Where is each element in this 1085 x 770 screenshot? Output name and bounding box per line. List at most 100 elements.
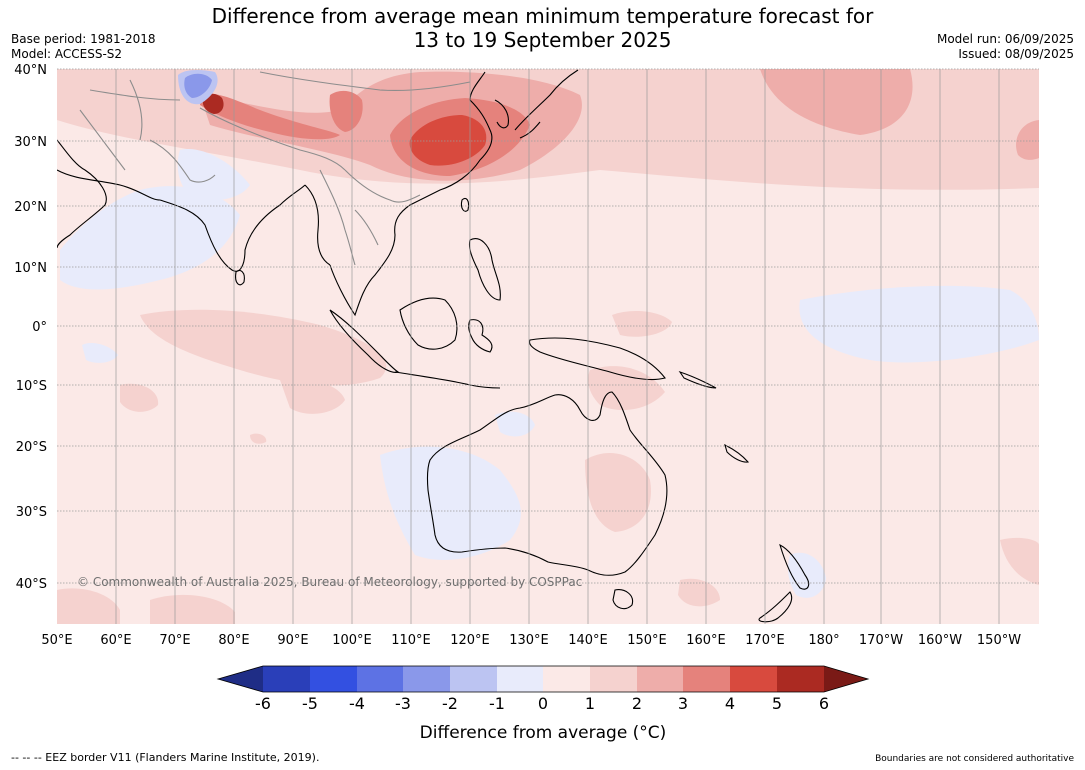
coast-indochina xyxy=(329,71,493,317)
coast-japan xyxy=(514,69,579,139)
lon-label-120e: 120°E xyxy=(450,633,490,648)
colorbar-tick: 3 xyxy=(678,694,688,713)
coast-borneo xyxy=(399,297,458,350)
colorbar-extend-high xyxy=(824,666,868,692)
anomaly-region-east-indian-warm xyxy=(280,378,345,414)
colorbar-ticks: -6 -5 -4 -3 -2 -1 0 1 2 3 4 5 6 xyxy=(255,694,829,713)
colorbar-bin-5-6 xyxy=(777,666,824,692)
copyright-text: © Commonwealth of Australia 2025, Bureau… xyxy=(77,575,582,589)
coast-nz-north xyxy=(779,543,810,590)
lon-label-150e: 150°E xyxy=(627,633,667,648)
lon-label-50e: 50°E xyxy=(41,633,72,648)
colorbar-label: Difference from average (°C) xyxy=(420,723,667,743)
colorbar-bin-neg3-neg2 xyxy=(403,666,450,692)
coast-india xyxy=(159,184,306,272)
anomaly-region-pacific-warm-east xyxy=(1016,120,1039,160)
coast-persian xyxy=(57,169,161,201)
colorbar-bin-4-5 xyxy=(730,666,777,692)
lon-label-130e: 130°E xyxy=(509,633,549,648)
lon-labels: 50°E 60°E 70°E 80°E 90°E 100°E 110°E 120… xyxy=(41,633,1021,648)
graticule xyxy=(115,69,1000,624)
coast-arabia xyxy=(57,139,107,249)
anomaly-region-e-australia-warm xyxy=(585,452,651,532)
coastlines xyxy=(57,69,810,623)
colorbar-tick: -5 xyxy=(302,694,318,713)
colorbar-bin-3-4 xyxy=(683,666,730,692)
coast-new-caledonia xyxy=(724,443,750,463)
anomaly-region-arabian-cool xyxy=(60,186,240,290)
model-name: Model: ACCESS-S2 xyxy=(11,47,123,61)
border-iran xyxy=(79,109,126,171)
map-title: Difference from average mean minimum tem… xyxy=(0,4,1085,52)
lat-label-0: 0° xyxy=(32,320,47,335)
colorbar-tick: -2 xyxy=(442,694,458,713)
anomaly-region-pacific-warm xyxy=(760,69,913,135)
colorbar-tick: 4 xyxy=(725,694,735,713)
coast-sulawesi xyxy=(468,319,493,353)
lat-label-40s: 40°S xyxy=(16,577,47,592)
anomaly-region-nz-cool xyxy=(788,552,826,598)
lat-label-30s: 30°S xyxy=(16,505,47,520)
anomaly-region-coral-cool xyxy=(495,411,535,437)
title-line-1: Difference from average mean minimum tem… xyxy=(211,4,874,28)
anomaly-region-himalaya-hot xyxy=(202,93,224,114)
colorbar-extend-low xyxy=(218,666,263,692)
border-central-asia xyxy=(89,79,181,141)
anomaly-field xyxy=(57,69,1039,624)
anomaly-region-west-pacific-cool xyxy=(799,285,1039,363)
colorbar-bin-0-1 xyxy=(543,666,590,692)
lon-label-110e: 110°E xyxy=(391,633,431,648)
anomaly-region-small-warm xyxy=(250,433,267,444)
lat-label-30n: 30°N xyxy=(14,135,47,150)
colorbar-tick: 6 xyxy=(819,694,829,713)
coast-bay-bengal xyxy=(304,184,331,266)
anomaly-region-india-cool xyxy=(177,149,250,201)
coast-taiwan xyxy=(460,197,470,212)
lon-label-150w: 150°W xyxy=(977,633,1021,648)
lon-label-90e: 90°E xyxy=(277,633,308,648)
colorbar-tick: -6 xyxy=(255,694,271,713)
border-myanmar xyxy=(319,169,356,266)
anomaly-region-tibet-cooler xyxy=(184,73,212,98)
coast-new-guinea xyxy=(528,337,666,381)
colorbar-bin-neg1-0 xyxy=(497,666,543,692)
boundary-disclaimer: Boundaries are not considered authoritat… xyxy=(875,754,1074,764)
anomaly-region-w-australia-cool xyxy=(380,446,521,560)
anomaly-region-tasman-warm xyxy=(678,578,720,607)
eez-note: -- -- -- EEZ border V11 (Flanders Marine… xyxy=(11,751,320,764)
lon-label-160w: 160°W xyxy=(918,633,962,648)
anomaly-region-png-warm xyxy=(588,366,665,411)
coast-australia xyxy=(426,391,668,576)
anomaly-region-indian-ocean-warm xyxy=(140,309,387,386)
colorbar-tick: -4 xyxy=(349,694,365,713)
meta-left: Base period: 1981-2018 Model: ACCESS-S2 xyxy=(11,32,156,62)
coast-solomons xyxy=(678,370,717,389)
colorbar xyxy=(216,665,870,693)
anomaly-region-west-indian-warm xyxy=(120,383,159,412)
model-run: Model run: 06/09/2025 xyxy=(936,32,1074,46)
border-himalaya xyxy=(199,107,346,171)
colorbar-bin-neg4-neg3 xyxy=(357,666,403,692)
lon-label-170w: 170°W xyxy=(859,633,903,648)
lon-label-180: 180° xyxy=(808,633,839,648)
colorbar-bin-neg2-neg1 xyxy=(450,666,497,692)
colorbar-bin-1-2 xyxy=(590,666,637,692)
anomaly-region-small-cool xyxy=(82,343,118,363)
colorbar-bin-2-3 xyxy=(637,666,683,692)
colorbar-tick: 0 xyxy=(538,694,548,713)
colorbar-tick: -1 xyxy=(489,694,505,713)
meta-right: Model run: 06/09/2025 Issued: 08/09/2025 xyxy=(937,32,1074,62)
anomaly-region-southern-ocean-warm-2 xyxy=(150,594,235,624)
lat-label-10s: 10°S xyxy=(16,379,47,394)
lon-label-100e: 100°E xyxy=(332,633,372,648)
issued-date: Issued: 08/09/2025 xyxy=(958,47,1074,61)
colorbar-tick: -3 xyxy=(395,694,411,713)
lon-label-80e: 80°E xyxy=(218,633,249,648)
country-borders xyxy=(79,71,471,266)
title-line-2: 13 to 19 September 2025 xyxy=(413,28,672,52)
lon-label-160e: 160°E xyxy=(686,633,726,648)
lat-label-40n: 40°N xyxy=(14,63,47,78)
colorbar-bin-neg5-neg4 xyxy=(310,666,357,692)
coast-srilanka xyxy=(235,269,245,286)
